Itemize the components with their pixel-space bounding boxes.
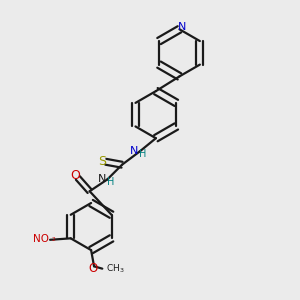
Text: H: H bbox=[139, 149, 146, 159]
Text: NO: NO bbox=[33, 234, 49, 244]
Text: N: N bbox=[178, 22, 186, 32]
Text: CH$_3$: CH$_3$ bbox=[106, 262, 124, 275]
Text: O: O bbox=[70, 169, 80, 182]
Text: H: H bbox=[106, 177, 114, 188]
Text: $_2$: $_2$ bbox=[51, 235, 56, 244]
Text: N: N bbox=[98, 174, 106, 184]
Text: S: S bbox=[98, 155, 106, 168]
Text: N: N bbox=[130, 146, 139, 156]
Text: O: O bbox=[88, 262, 98, 275]
